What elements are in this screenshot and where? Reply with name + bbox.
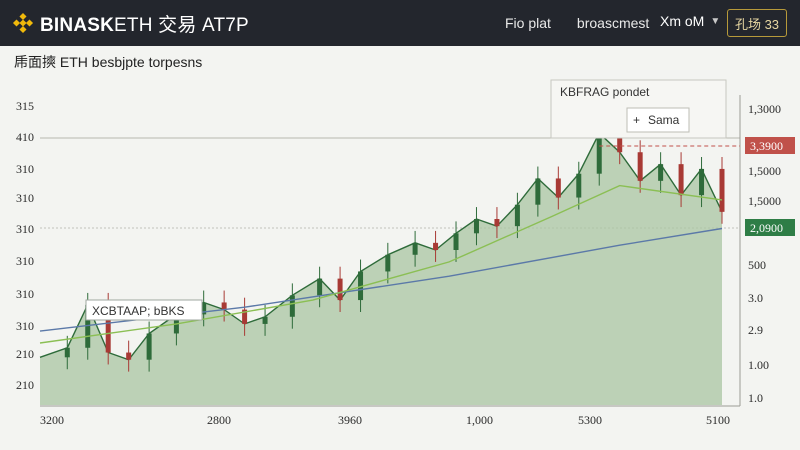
y-axis-left: 315 410 310 310 310 310 310 310 210 210	[16, 99, 34, 392]
legend-item-label: Sama	[648, 113, 680, 127]
candle-body	[535, 178, 541, 205]
brand[interactable]: BINASKETH 交易 AT7P	[12, 10, 249, 37]
binance-logo-icon	[12, 12, 34, 34]
candle-body	[494, 219, 500, 227]
candle-body	[678, 164, 684, 196]
candle-body	[385, 254, 391, 272]
x-tick: 1,000	[466, 413, 493, 427]
y-right-tick: 1,5000	[748, 164, 781, 178]
top-navigation-bar: BINASKETH 交易 AT7P Fio plat broascmest Xm…	[0, 0, 800, 46]
candle-body	[596, 133, 602, 174]
nav-item-platform[interactable]: Fio plat	[505, 15, 551, 31]
left-callout-label: XCBTAAP; bBKS	[92, 304, 184, 318]
y-left-tick: 210	[16, 378, 34, 392]
moving-average-fast	[39, 184, 723, 344]
y-right-tick: 1.00	[748, 358, 769, 372]
x-tick: 5100	[706, 413, 730, 427]
y-left-tick: 410	[16, 130, 34, 144]
y-axis-right: 1,3000 1,5000 1,5000 500 3.0 2.9 1.00 1.…	[748, 102, 781, 405]
y-left-tick: 310	[16, 162, 34, 176]
chevron-down-icon: ▼	[710, 15, 721, 27]
x-tick: 2800	[207, 413, 231, 427]
price-tag-red: 3,3900	[745, 137, 795, 154]
y-right-tick: 1,3000	[748, 102, 781, 116]
price-tag-red-label: 3,3900	[750, 139, 783, 153]
candle-body	[337, 278, 343, 301]
candle-body	[453, 233, 459, 250]
candle-body	[201, 302, 207, 315]
y-left-tick: 310	[16, 222, 34, 236]
price-area	[40, 133, 722, 405]
y-right-tick: 3.0	[748, 291, 763, 305]
candle-body	[514, 204, 520, 227]
candle-body	[317, 278, 323, 296]
candle-body	[146, 333, 152, 360]
y-left-tick: 210	[16, 347, 34, 361]
price-tag-green: 2,0900	[745, 219, 795, 236]
nav-item-broadcast[interactable]: broascmest	[576, 15, 650, 31]
x-tick: 5300	[578, 413, 602, 427]
candle-body	[473, 219, 479, 234]
x-tick: 3960	[338, 413, 362, 427]
x-tick: 3200	[40, 413, 64, 427]
candle-body	[555, 178, 561, 198]
plot-area	[39, 121, 740, 405]
candle-body	[85, 304, 91, 348]
candle-body	[64, 347, 70, 358]
candle-body	[358, 271, 364, 301]
candle-body	[242, 309, 248, 324]
candle-body	[719, 168, 725, 212]
price-line	[39, 132, 723, 361]
y-right-tick: 1,5000	[748, 194, 781, 208]
x-axis: 3200 2800 3960 1,000 5300 5100	[40, 413, 730, 427]
legend-item-button[interactable]	[626, 107, 690, 133]
brand-title: BINASKETH 交易 AT7P	[40, 14, 249, 36]
y-left-tick: 315	[16, 99, 34, 113]
candle-body	[576, 173, 582, 198]
candle-body	[262, 316, 268, 324]
y-left-tick: 310	[16, 287, 34, 301]
candle-body	[221, 302, 227, 310]
legend-box-title: KBFRAG pondet	[560, 85, 650, 99]
top-nav: Fio plat broascmest	[505, 0, 675, 46]
candle-body	[658, 164, 664, 181]
candle-body	[289, 295, 295, 317]
left-callout: XCBTAAP; bBKS	[85, 299, 203, 321]
crosshair-icon: +	[633, 113, 640, 127]
chart-subtitle: 乕面摤 ETH besbjpte torpesns	[14, 54, 203, 70]
y-left-tick: 310	[16, 319, 34, 333]
candle-body	[637, 152, 643, 181]
candle-body	[412, 242, 418, 255]
candle-body	[699, 168, 705, 196]
candle-body	[617, 133, 623, 153]
account-menu[interactable]: Xm oM ▼	[660, 13, 720, 29]
y-left-tick: 310	[16, 254, 34, 268]
legend-box: KBFRAG pondet + Sama	[550, 79, 727, 139]
candle-body	[433, 242, 439, 250]
y-right-tick: 2.9	[748, 323, 763, 337]
price-tag-green-label: 2,0900	[750, 221, 783, 235]
account-label: Xm oM	[660, 13, 705, 29]
y-right-tick: 500	[748, 258, 766, 272]
candle-body	[126, 352, 132, 360]
candle-body	[105, 304, 111, 353]
y-left-tick: 310	[16, 191, 34, 205]
y-right-tick: 1.0	[748, 391, 763, 405]
header-badge-button[interactable]: 孔场 33	[727, 9, 787, 37]
